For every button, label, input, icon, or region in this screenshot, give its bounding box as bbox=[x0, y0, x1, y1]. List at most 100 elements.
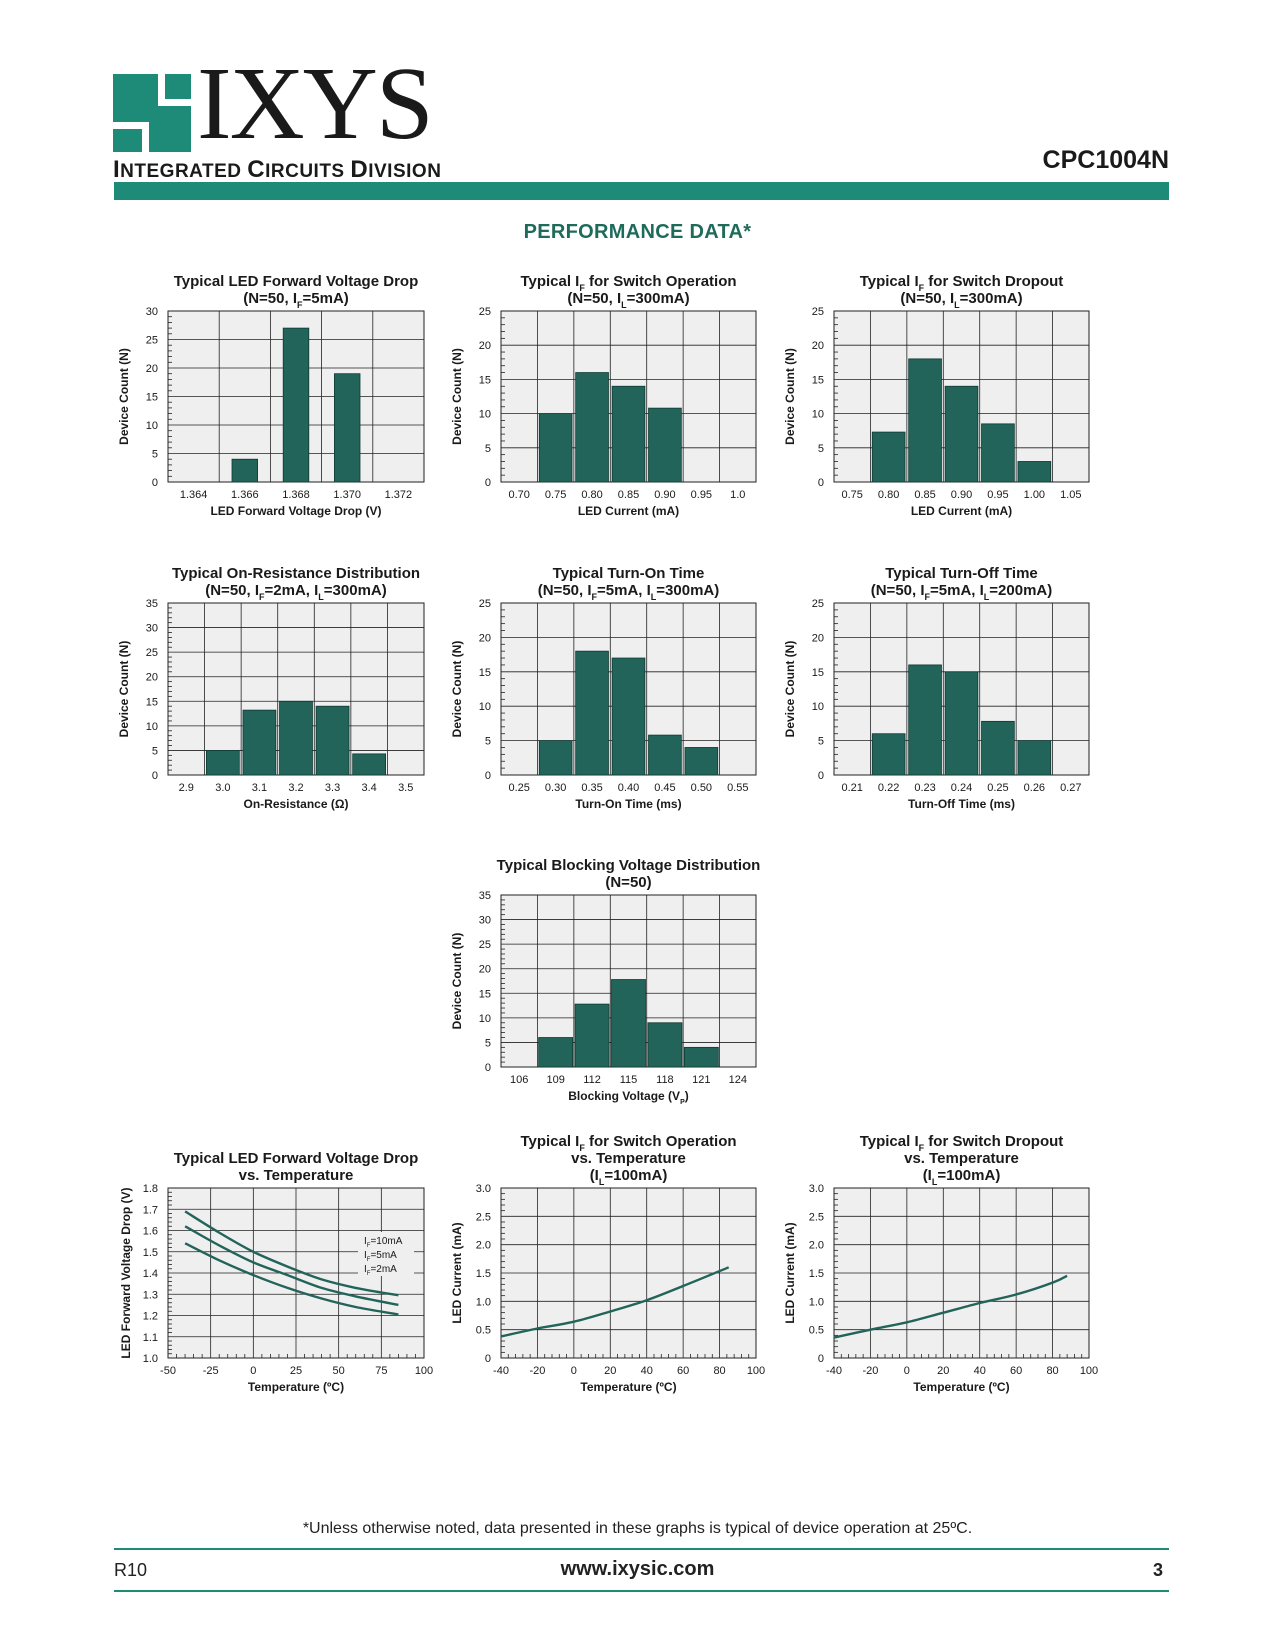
x-tick-label: 0.45 bbox=[654, 782, 675, 794]
y-tick-label: 20 bbox=[479, 340, 491, 352]
y-tick-label: 25 bbox=[812, 306, 824, 318]
website-link[interactable]: www.ixysic.com bbox=[560, 1558, 715, 1580]
chart-c7: Typical Blocking Voltage Distribution(N=… bbox=[450, 857, 760, 1106]
chart-title-line: vs. Temperature bbox=[239, 1167, 354, 1184]
y-tick-label: 0 bbox=[485, 1353, 491, 1365]
x-tick-label: 124 bbox=[729, 1074, 747, 1086]
x-axis-label: Blocking Voltage (VP) bbox=[568, 1089, 688, 1106]
y-tick-label: 15 bbox=[479, 988, 491, 1000]
chart-title-line: (IL=100mA) bbox=[923, 1167, 1001, 1187]
x-tick-label: 20 bbox=[604, 1365, 616, 1377]
x-axis-label: Temperature (ºC) bbox=[580, 1380, 676, 1394]
y-tick-label: 0 bbox=[152, 477, 158, 489]
y-tick-label: 20 bbox=[812, 340, 824, 352]
y-tick-label: 5 bbox=[818, 736, 824, 748]
y-axis-label: Device Count (N) bbox=[783, 641, 797, 738]
bar bbox=[1017, 461, 1052, 483]
y-tick-label: 1.6 bbox=[143, 1226, 158, 1238]
x-tick-label: 112 bbox=[583, 1074, 601, 1086]
bar bbox=[611, 657, 646, 776]
legend-entry: IF=10mA bbox=[364, 1236, 403, 1249]
y-tick-label: 0 bbox=[152, 770, 158, 782]
y-tick-label: 10 bbox=[479, 701, 491, 713]
y-tick-label: 20 bbox=[812, 632, 824, 644]
bar bbox=[242, 709, 277, 776]
chart-title-line: Typical IF for Switch Dropout bbox=[860, 273, 1064, 293]
bar bbox=[205, 750, 240, 776]
section-title: PERFORMANCE DATA* bbox=[523, 221, 752, 243]
x-tick-label: -40 bbox=[826, 1365, 842, 1377]
y-tick-label: 10 bbox=[479, 1013, 491, 1025]
x-tick-label: 50 bbox=[333, 1365, 345, 1377]
y-axis-label: LED Current (mA) bbox=[783, 1222, 797, 1323]
chart-title-line: vs. Temperature bbox=[571, 1150, 686, 1167]
y-axis-label: LED Forward Voltage Drop (V) bbox=[119, 1187, 133, 1358]
x-tick-label: -25 bbox=[203, 1365, 219, 1377]
y-tick-label: 1.8 bbox=[143, 1183, 158, 1195]
y-tick-label: 2.0 bbox=[476, 1240, 491, 1252]
x-tick-label: 100 bbox=[1080, 1365, 1098, 1377]
chart-c2: Typical IF for Switch Operation(N=50, IL… bbox=[450, 273, 757, 518]
y-tick-label: 1.3 bbox=[143, 1289, 158, 1301]
x-tick-label: 1.364 bbox=[180, 489, 208, 501]
x-tick-label: 1.370 bbox=[333, 489, 361, 501]
x-tick-label: 0.24 bbox=[951, 782, 972, 794]
x-tick-label: 3.2 bbox=[288, 782, 303, 794]
chart-c6: Typical Turn-Off Time(N=50, IF=5mA, IL=2… bbox=[783, 565, 1090, 811]
x-tick-label: 100 bbox=[415, 1365, 433, 1377]
x-tick-label: 3.0 bbox=[215, 782, 230, 794]
chart-title-line: (N=50, IF=5mA, IL=200mA) bbox=[871, 582, 1053, 602]
x-tick-label: 20 bbox=[937, 1365, 949, 1377]
page-number: 3 bbox=[1152, 1560, 1163, 1580]
y-axis-label: Device Count (N) bbox=[450, 933, 464, 1030]
chart-title-line: (N=50, IF=2mA, IL=300mA) bbox=[205, 582, 387, 602]
x-tick-label: 0.90 bbox=[951, 489, 972, 501]
bar bbox=[871, 733, 906, 776]
y-tick-label: 2.5 bbox=[809, 1211, 824, 1223]
y-axis-label: Device Count (N) bbox=[117, 641, 131, 738]
x-tick-label: 121 bbox=[692, 1074, 710, 1086]
y-tick-label: 20 bbox=[479, 632, 491, 644]
series-line bbox=[184, 1210, 399, 1297]
x-axis-label: Temperature (ºC) bbox=[913, 1380, 1009, 1394]
y-tick-label: 2.0 bbox=[809, 1240, 824, 1252]
y-axis-label: LED Current (mA) bbox=[450, 1222, 464, 1323]
bar bbox=[1017, 740, 1052, 776]
x-tick-label: 0 bbox=[904, 1365, 910, 1377]
legend-entry: IF=2mA bbox=[364, 1264, 397, 1277]
y-tick-label: 10 bbox=[146, 420, 158, 432]
y-tick-label: 3.0 bbox=[809, 1183, 824, 1195]
x-tick-label: 3.3 bbox=[325, 782, 340, 794]
x-tick-label: 0.25 bbox=[509, 782, 530, 794]
x-tick-label: 0.85 bbox=[914, 489, 935, 501]
x-tick-label: 1.0 bbox=[730, 489, 745, 501]
y-tick-label: 15 bbox=[812, 667, 824, 679]
chart-title-line: (N=50, IF=5mA, IL=300mA) bbox=[538, 582, 720, 602]
y-tick-label: 10 bbox=[812, 409, 824, 421]
x-axis-label: Temperature (ºC) bbox=[248, 1380, 344, 1394]
y-tick-label: 1.0 bbox=[809, 1296, 824, 1308]
x-tick-label: 0.23 bbox=[914, 782, 935, 794]
series-line bbox=[184, 1225, 399, 1307]
y-tick-label: 25 bbox=[146, 647, 158, 659]
y-tick-label: 3.0 bbox=[476, 1183, 491, 1195]
footer-rule-bottom bbox=[114, 1590, 1169, 1592]
x-tick-label: 80 bbox=[713, 1365, 725, 1377]
bar bbox=[684, 747, 719, 776]
y-tick-label: 0 bbox=[485, 477, 491, 489]
bar bbox=[333, 373, 361, 483]
x-tick-label: 0.80 bbox=[878, 489, 899, 501]
chart-title-line: (N=50, IL=300mA) bbox=[567, 290, 689, 310]
y-tick-label: 35 bbox=[479, 890, 491, 902]
chart-title-line: Typical IF for Switch Dropout bbox=[860, 1133, 1064, 1153]
x-tick-label: 0.26 bbox=[1024, 782, 1045, 794]
bar bbox=[648, 407, 682, 483]
x-tick-label: 3.4 bbox=[361, 782, 376, 794]
y-tick-label: 5 bbox=[152, 745, 158, 757]
y-tick-label: 1.0 bbox=[143, 1353, 158, 1365]
x-tick-label: 109 bbox=[546, 1074, 564, 1086]
x-tick-label: 0.90 bbox=[654, 489, 675, 501]
x-tick-label: 0.22 bbox=[878, 782, 899, 794]
x-tick-label: -20 bbox=[862, 1365, 878, 1377]
bar bbox=[944, 385, 979, 483]
